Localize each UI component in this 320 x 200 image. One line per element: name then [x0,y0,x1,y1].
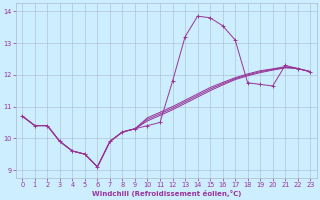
X-axis label: Windchill (Refroidissement éolien,°C): Windchill (Refroidissement éolien,°C) [92,190,241,197]
